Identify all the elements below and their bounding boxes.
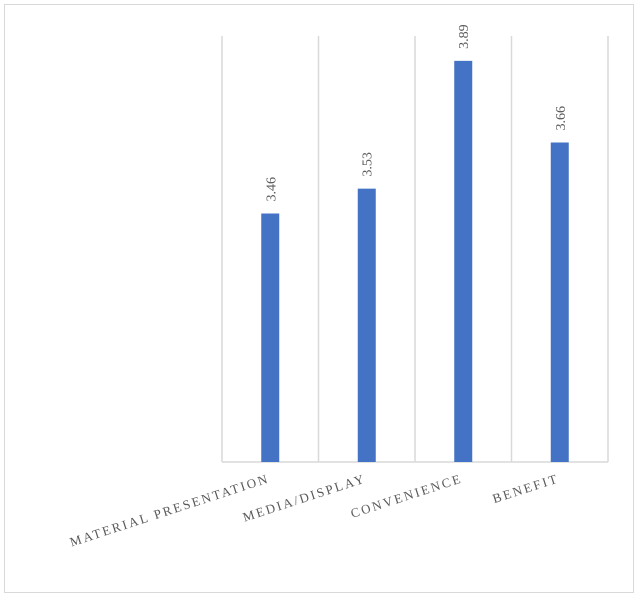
- data-label-3: 3.89: [457, 24, 472, 49]
- data-label-1: 3.46: [264, 177, 279, 202]
- category-label-4: BENEFIT: [491, 471, 561, 507]
- bar-3: [454, 60, 473, 462]
- bar-4: [550, 142, 569, 462]
- bar-2: [357, 188, 376, 462]
- data-label-4: 3.66: [554, 106, 569, 131]
- category-label-3: CONVENIENCE: [349, 471, 465, 521]
- gridlines: [221, 36, 609, 463]
- bar-1: [261, 213, 280, 462]
- category-labels: MATERIAL PRESENTATIONMEDIA/DISPLAYCONVEN…: [68, 471, 561, 550]
- data-labels: 3.46 3.53 3.89 3.66: [264, 24, 569, 201]
- data-label-2: 3.53: [361, 152, 376, 177]
- bars: [261, 60, 569, 462]
